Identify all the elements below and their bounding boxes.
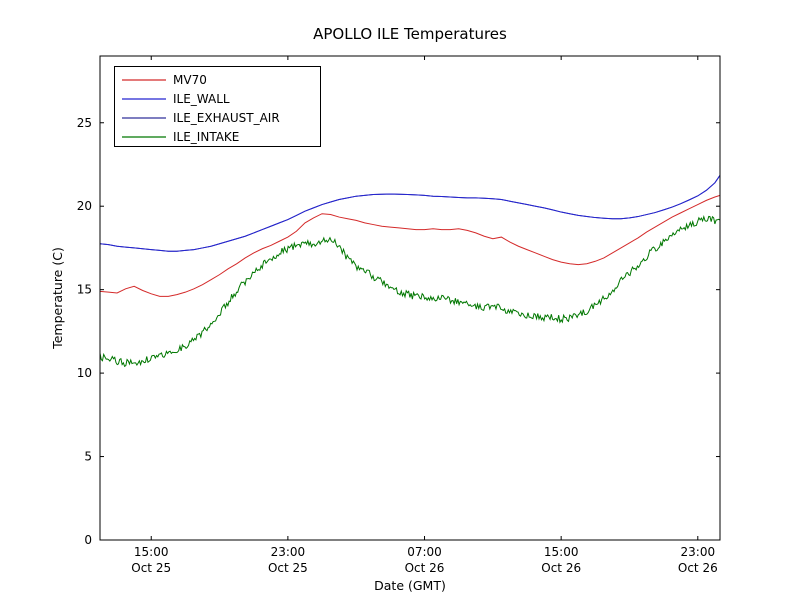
y-tick-label: 25 <box>77 116 92 130</box>
y-tick-label: 5 <box>84 450 92 464</box>
y-tick-label: 20 <box>77 199 92 213</box>
plot-border <box>99 55 721 541</box>
x-tick-time: 15:00 <box>544 545 579 559</box>
y-axis-label: Temperature (C) <box>50 247 65 350</box>
plot-layer <box>99 56 721 541</box>
x-tick-time: 15:00 <box>134 545 169 559</box>
legend: MV70 ILE_WALL ILE_EXHAUST_AIR ILE_INTAKE <box>114 66 321 147</box>
chart-title: APOLLO ILE Temperatures <box>313 25 507 43</box>
x-tick-date: Oct 26 <box>541 561 581 575</box>
series-line-mv70 <box>99 194 721 297</box>
x-tick-time: 23:00 <box>681 545 716 559</box>
legend-label-ile-exhaust-air: ILE_EXHAUST_AIR <box>173 111 280 125</box>
x-tick-date: Oct 26 <box>678 561 718 575</box>
legend-label-ile-wall: ILE_WALL <box>173 92 230 106</box>
y-tick-label: 10 <box>77 366 92 380</box>
series-line-ile-wall <box>99 175 721 252</box>
legend-label-mv70: MV70 <box>173 73 207 87</box>
x-tick-time: 07:00 <box>407 545 442 559</box>
series-line-ile-intake <box>99 215 721 368</box>
legend-label-ile-intake: ILE_INTAKE <box>173 130 239 144</box>
y-tick-label: 15 <box>77 283 92 297</box>
x-tick-date: Oct 25 <box>131 561 171 575</box>
series-line-ile-exhaust-air <box>99 175 721 252</box>
y-tick-label: 0 <box>84 533 92 547</box>
x-tick-date: Oct 25 <box>268 561 308 575</box>
x-tick-date: Oct 26 <box>405 561 445 575</box>
x-axis-label: Date (GMT) <box>374 578 446 593</box>
x-tick-time: 23:00 <box>271 545 306 559</box>
